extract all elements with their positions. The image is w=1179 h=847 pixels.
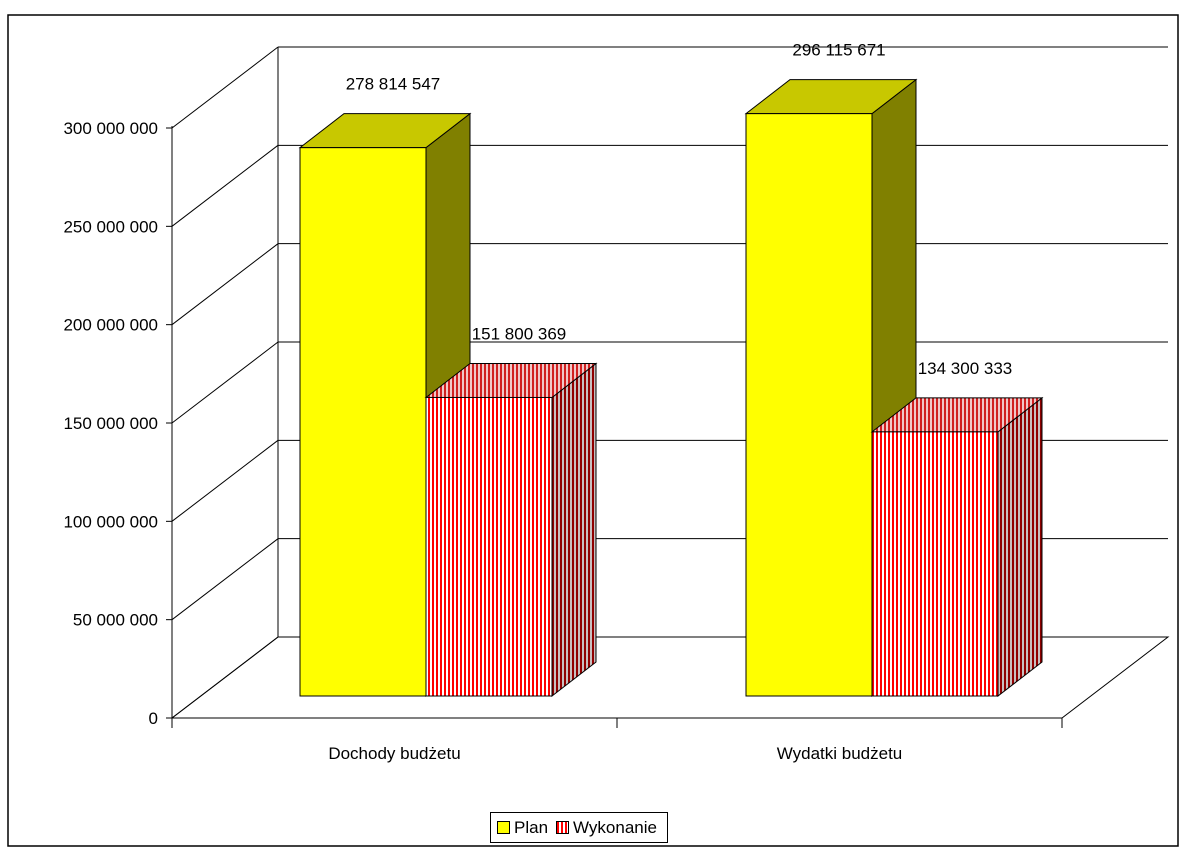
y-tick-label: 100 000 000: [63, 512, 158, 531]
side-grid-line: [171, 538, 279, 621]
bar-wykonanie-side: [997, 396, 1043, 698]
data-label-plan: 278 814 547: [346, 75, 441, 94]
legend-label-wykonanie: Wykonanie: [573, 817, 657, 837]
legend-item-wykonanie: Wykonanie: [556, 818, 657, 838]
bar-wykonanie-front: [871, 431, 999, 697]
bar-wykonanie-front: [425, 396, 553, 697]
x-tick-label: Dochody budżetu: [328, 744, 460, 763]
side-grid-line: [171, 439, 279, 522]
side-grid-line: [171, 144, 279, 227]
bar-wykonanie-side: [551, 362, 597, 698]
legend-item-plan: Plan: [497, 818, 548, 838]
data-label-plan: 296 115 671: [792, 41, 885, 60]
bar-plan-front: [745, 113, 873, 697]
side-grid-line: [171, 46, 279, 129]
data-label-wykonanie: 134 300 333: [918, 359, 1013, 378]
legend-swatch-wykonanie: [556, 821, 570, 834]
y-tick-label: 300 000 000: [63, 119, 158, 138]
x-tick-label: Wydatki budżetu: [777, 744, 903, 763]
data-label-wykonanie: 151 800 369: [472, 324, 567, 343]
legend: Plan Wykonanie: [490, 812, 668, 843]
y-tick-label: 200 000 000: [63, 316, 158, 335]
y-tick-label: 0: [149, 709, 158, 728]
y-tick-label: 150 000 000: [63, 414, 158, 433]
y-tick-label: 250 000 000: [63, 217, 158, 236]
side-grid-line: [171, 341, 279, 424]
y-tick-label: 50 000 000: [73, 611, 158, 630]
bar-plan-front: [299, 147, 427, 697]
legend-swatch-plan: [497, 821, 510, 834]
side-grid-line: [171, 243, 279, 326]
legend-label-plan: Plan: [514, 817, 549, 837]
